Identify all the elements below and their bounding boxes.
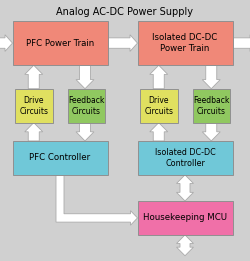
FancyBboxPatch shape [140, 89, 177, 123]
FancyBboxPatch shape [138, 141, 232, 175]
Polygon shape [76, 123, 94, 141]
FancyBboxPatch shape [15, 89, 52, 123]
Text: Isolated DC-DC
Power Train: Isolated DC-DC Power Train [152, 33, 218, 53]
Polygon shape [0, 35, 12, 51]
Polygon shape [76, 65, 94, 89]
Polygon shape [150, 123, 168, 141]
FancyBboxPatch shape [12, 21, 108, 65]
Text: Isolated DC-DC
Controller: Isolated DC-DC Controller [154, 148, 216, 168]
Polygon shape [176, 235, 194, 256]
Text: Analog AC-DC Power Supply: Analog AC-DC Power Supply [56, 7, 194, 16]
Text: Drive
Circuits: Drive Circuits [144, 96, 173, 116]
Polygon shape [176, 175, 194, 201]
Polygon shape [108, 35, 138, 51]
FancyBboxPatch shape [12, 141, 108, 175]
FancyBboxPatch shape [138, 201, 232, 235]
Polygon shape [202, 123, 220, 141]
Polygon shape [202, 65, 220, 89]
FancyBboxPatch shape [68, 89, 105, 123]
Polygon shape [56, 175, 138, 225]
Text: Housekeeping MCU: Housekeeping MCU [143, 213, 227, 222]
Text: PFC Power Train: PFC Power Train [26, 39, 94, 48]
Polygon shape [25, 65, 43, 89]
Polygon shape [232, 35, 250, 51]
Text: Feedback
Circuits: Feedback Circuits [68, 96, 104, 116]
Text: PFC Controller: PFC Controller [30, 153, 90, 162]
Text: Feedback
Circuits: Feedback Circuits [193, 96, 230, 116]
Text: Drive
Circuits: Drive Circuits [19, 96, 48, 116]
Polygon shape [25, 123, 43, 141]
FancyBboxPatch shape [192, 89, 230, 123]
Polygon shape [150, 65, 168, 89]
FancyBboxPatch shape [138, 21, 232, 65]
